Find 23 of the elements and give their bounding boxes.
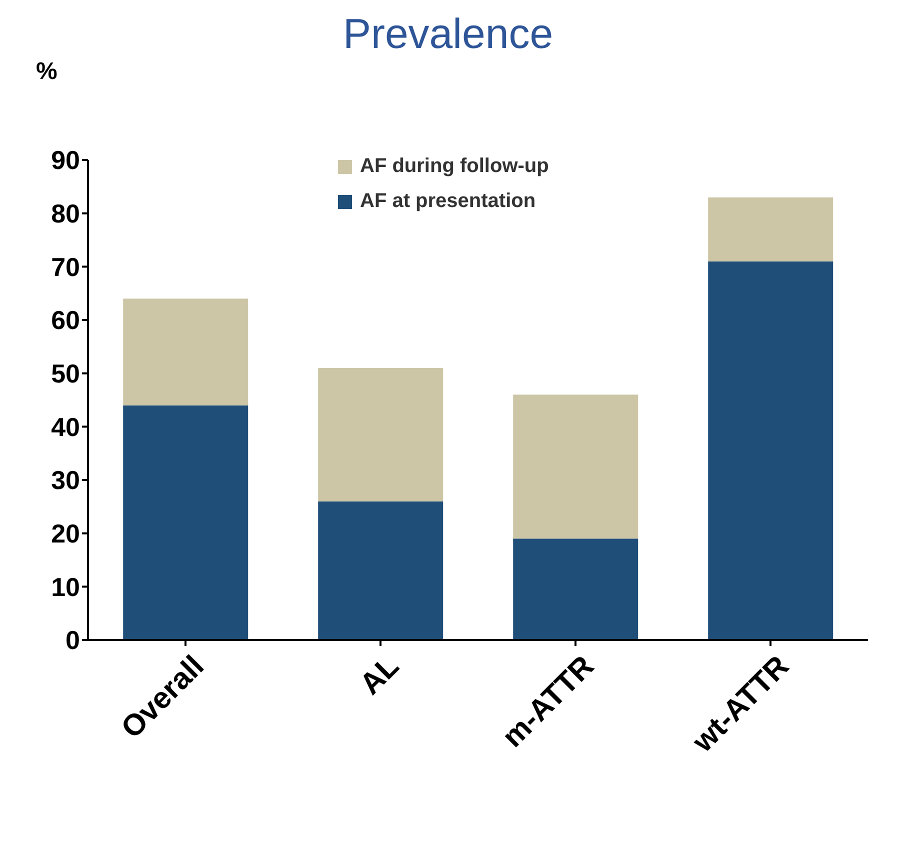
y-tick-label: 60 bbox=[51, 305, 80, 336]
y-tick-label: 90 bbox=[51, 145, 80, 176]
bar bbox=[123, 405, 248, 640]
legend-label: AF at presentation bbox=[360, 190, 536, 213]
bar bbox=[318, 368, 444, 502]
y-tick-label: 50 bbox=[51, 358, 80, 389]
bar bbox=[123, 298, 248, 406]
chart-title: Prevalence bbox=[342, 10, 554, 57]
bar bbox=[708, 197, 834, 262]
y-tick-label: 40 bbox=[51, 412, 80, 442]
y-tick-label: 30 bbox=[51, 465, 80, 496]
y-tick-label: 20 bbox=[51, 518, 80, 549]
bar bbox=[513, 538, 638, 640]
y-tick-label: 10 bbox=[51, 572, 80, 602]
legend-label: AF during follow-up bbox=[360, 155, 549, 178]
x-tick-label: AL bbox=[354, 650, 406, 702]
y-axis-title: % bbox=[36, 58, 58, 86]
bar bbox=[708, 261, 834, 640]
y-tick-label: 70 bbox=[51, 252, 80, 282]
y-tick-label: 0 bbox=[66, 625, 80, 656]
bar bbox=[318, 501, 444, 640]
y-tick-label: 80 bbox=[51, 198, 80, 229]
bar bbox=[513, 394, 638, 539]
